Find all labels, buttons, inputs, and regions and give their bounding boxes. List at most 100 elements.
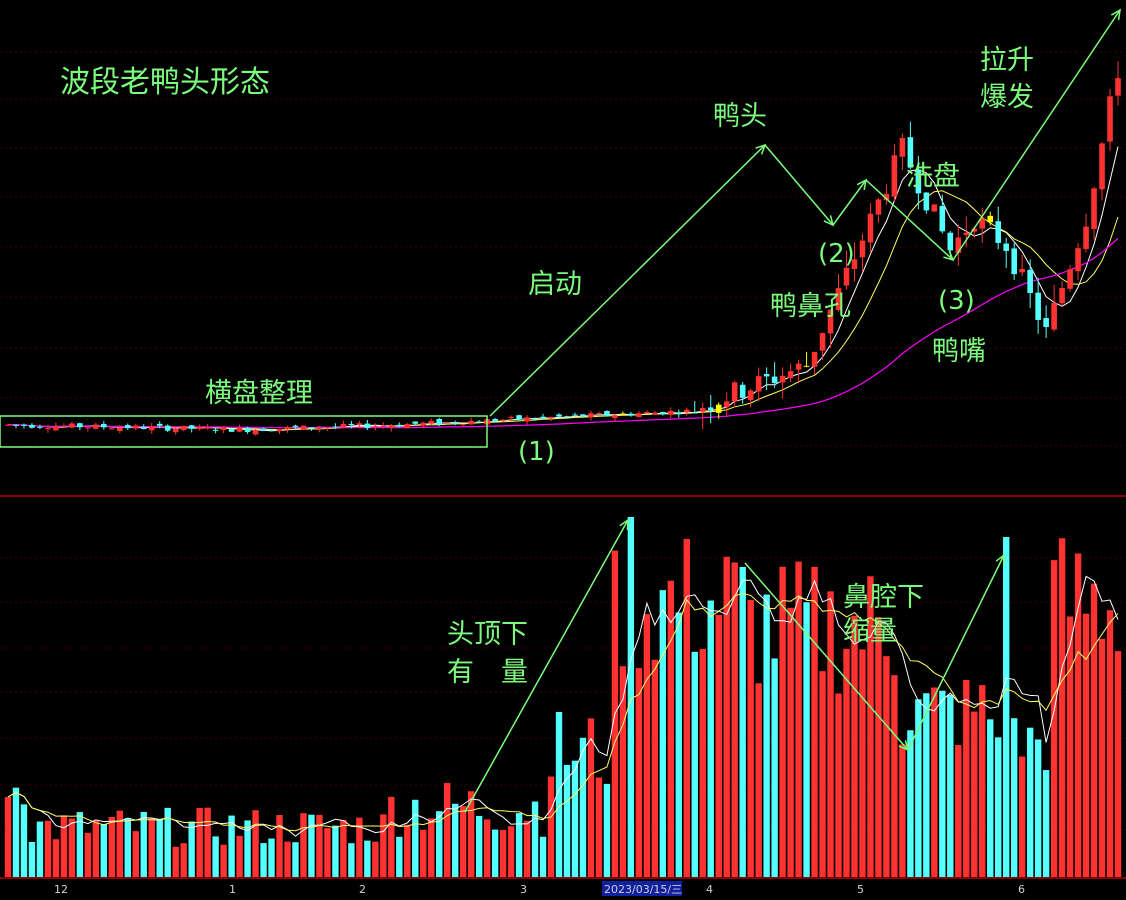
candle-body (1003, 243, 1010, 251)
volume-bar (507, 826, 515, 877)
volume-bars (4, 517, 1122, 877)
candle-body (1107, 96, 1113, 142)
candle-body (348, 423, 355, 426)
candle-body (715, 404, 722, 413)
volume-bar (979, 685, 986, 877)
volume-bar (196, 807, 203, 877)
volume-bar (643, 614, 651, 877)
candle-body (524, 417, 530, 422)
label-sideways: 横盘整理 (205, 378, 313, 409)
candle-body (29, 424, 35, 428)
volume-bar (811, 566, 818, 877)
candle-body (652, 412, 658, 415)
volume-bar (356, 817, 363, 877)
x-tick-label: 5 (857, 883, 864, 896)
volume-bar (220, 844, 227, 877)
candle-body (827, 309, 834, 334)
volume-bar (731, 562, 738, 877)
candle-body (124, 425, 131, 429)
candle-body (93, 424, 99, 429)
volume-bar (787, 607, 794, 877)
trend-arrow (764, 144, 834, 226)
volume-bar (1074, 553, 1082, 877)
candle-body (628, 413, 634, 416)
trend-arrow (907, 554, 1005, 751)
volume-bar (204, 807, 211, 877)
volume-bar (236, 835, 243, 877)
volume-bar (923, 693, 930, 877)
candle-body (284, 426, 291, 430)
volume-bar (364, 840, 371, 877)
volume-bar (515, 813, 523, 877)
candle-body (404, 424, 411, 429)
candle-body (1115, 78, 1121, 96)
candle-body (1051, 303, 1057, 330)
volume-bar (348, 843, 355, 877)
volume-bar (1106, 610, 1114, 877)
volume-bar (539, 836, 547, 877)
volume-bar (867, 576, 874, 877)
volume-bar (891, 675, 898, 877)
candle-body (388, 425, 395, 428)
x-axis: 12 1 2 3 2023/03/15/三 4 5 6 (54, 881, 1025, 896)
volume-bar (883, 656, 890, 877)
volume-bar (84, 832, 92, 877)
candle-body (45, 428, 51, 430)
volume-bar (108, 816, 116, 877)
candle-body (308, 427, 315, 429)
candle-body (1019, 269, 1025, 273)
volume-bar (12, 787, 20, 877)
volume-bar (571, 760, 579, 877)
volume-bar (76, 812, 84, 877)
candle-body (268, 430, 275, 432)
volume-bar (843, 648, 850, 877)
ma-long-line (7, 237, 1119, 429)
volume-bar (1098, 638, 1106, 877)
label-point-3: (3) (938, 286, 975, 316)
candle-body (332, 426, 339, 428)
volume-bar (340, 819, 347, 877)
vol-ma-mid-line (7, 592, 1119, 832)
volume-bar (428, 818, 435, 877)
candle-body (660, 412, 666, 415)
candle-body (1035, 292, 1041, 320)
candle-body (500, 419, 506, 421)
volume-bar (579, 737, 587, 877)
candle-body (5, 424, 11, 426)
label-vol-top-1: 头顶下 (447, 619, 528, 650)
volume-bar (875, 617, 882, 877)
arrow-head (619, 518, 629, 531)
candle-body (516, 415, 522, 420)
x-tick-label-current: 2023/03/15/三 (604, 883, 682, 896)
candle-body (755, 376, 762, 392)
candle-body (101, 423, 107, 428)
label-point-1: (1) (518, 437, 555, 467)
volume-bar (619, 666, 627, 877)
volume-bar (483, 819, 491, 877)
candle-body (883, 193, 890, 201)
volume-bar (627, 517, 635, 877)
chart-title: 波段老鸭头形态 (60, 65, 270, 100)
volume-bar (28, 842, 36, 877)
candle-body (803, 365, 810, 367)
candle-body (1099, 143, 1105, 190)
volume-bar (1003, 537, 1010, 877)
candle-body (771, 376, 778, 384)
volume-bar (396, 836, 403, 877)
volume-bar (931, 687, 938, 877)
volume-bar (451, 803, 459, 877)
candle-body (1067, 269, 1073, 289)
candle-body (731, 382, 738, 402)
candle-body (580, 414, 586, 417)
trend-arrow (744, 562, 909, 751)
label-point-2: (2) (818, 239, 855, 269)
candle-body (556, 414, 562, 417)
candle-body (955, 237, 962, 253)
candle-body (739, 384, 746, 398)
volume-bar (60, 815, 68, 877)
volume-bar (939, 690, 946, 877)
volume-bar (707, 600, 714, 877)
volume-bar (308, 814, 315, 877)
candle-body (1059, 287, 1065, 304)
candle-body (548, 416, 554, 419)
